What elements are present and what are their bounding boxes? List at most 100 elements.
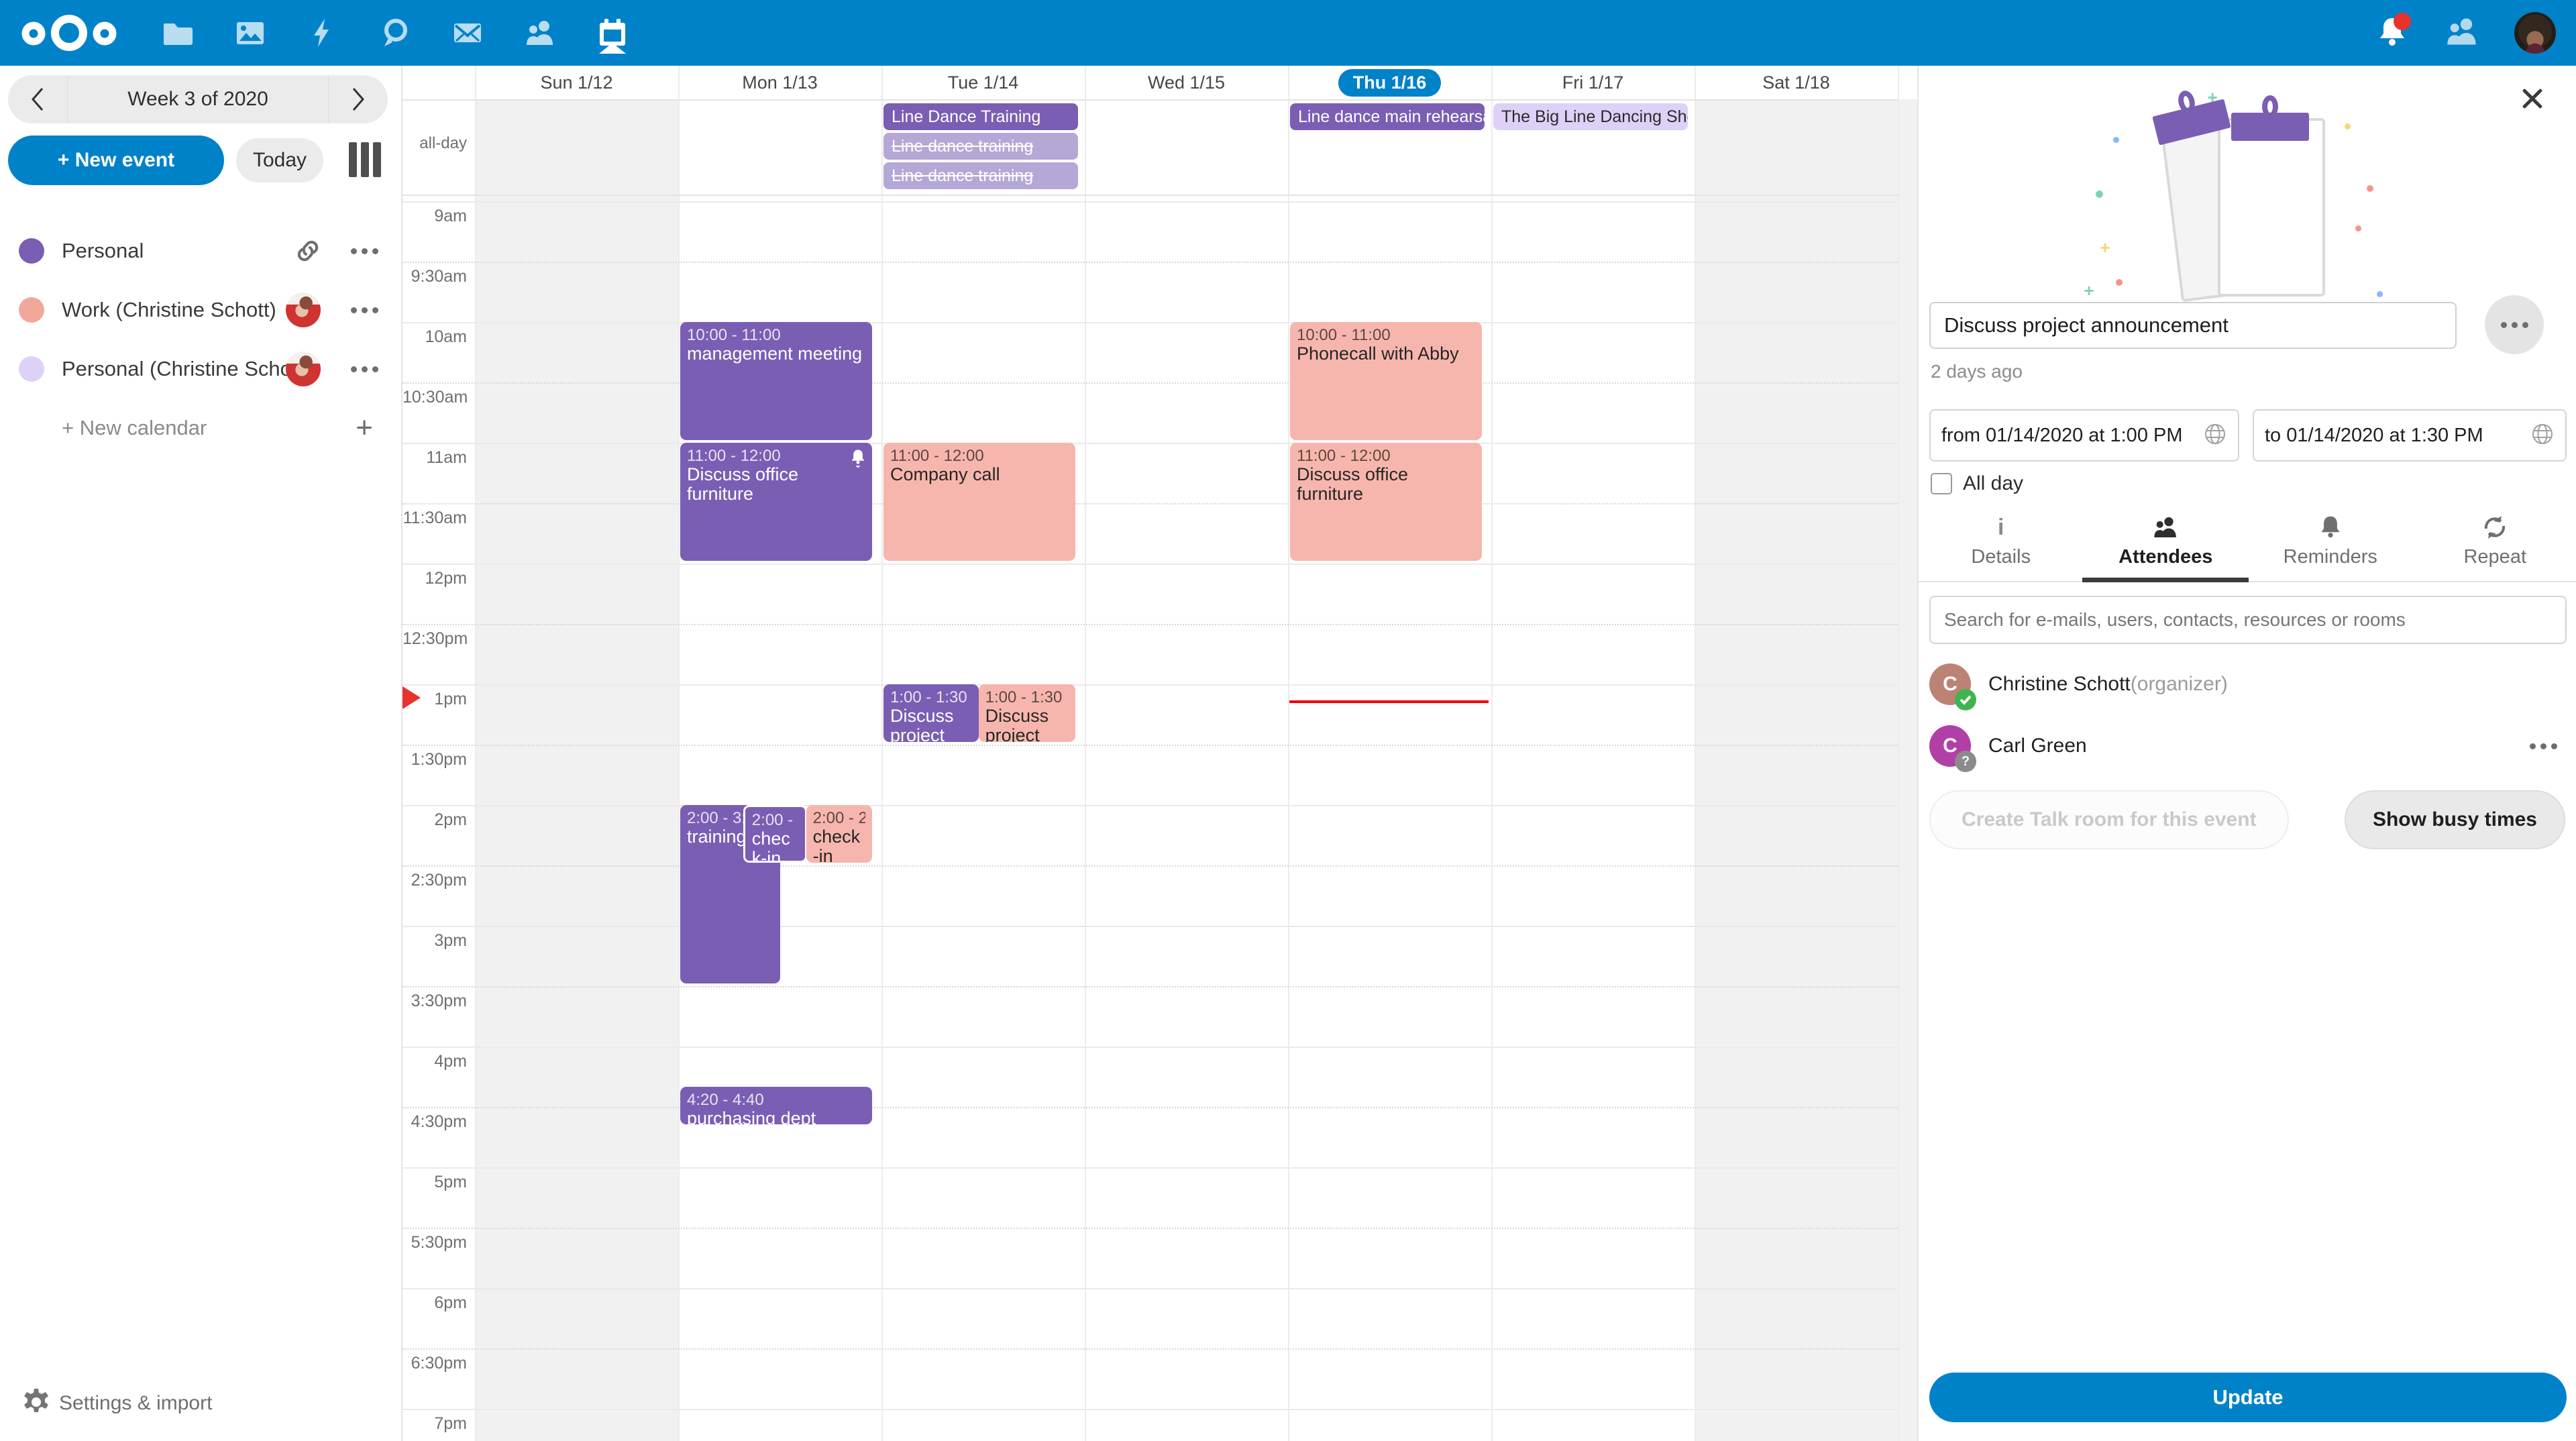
- attendee-row[interactable]: C? Carl Green: [1929, 718, 2567, 774]
- event-end-input[interactable]: [2265, 424, 2530, 447]
- event-start-input[interactable]: [1941, 424, 2203, 447]
- update-button[interactable]: Update: [1929, 1373, 2567, 1422]
- day-header[interactable]: Sat 1/18: [1695, 66, 1898, 99]
- grid-line: [402, 805, 1898, 806]
- calendar-menu-icon[interactable]: [351, 366, 378, 372]
- notification-badge: [2394, 13, 2411, 30]
- pending-badge-icon: ?: [1955, 751, 1976, 772]
- event-start-field[interactable]: [1929, 409, 2239, 462]
- calendar-list: Personal Work (Christine Schott) Personal …: [0, 221, 401, 458]
- notifications-bell-icon[interactable]: [2375, 13, 2411, 52]
- event-illustration: + + +: [2084, 89, 2388, 305]
- attendee-row[interactable]: C Christine Schott (organizer): [1929, 656, 2567, 712]
- calendar-event[interactable]: 10:00 - 11:00 Phonecall with Abby: [1290, 322, 1483, 440]
- create-talk-room-button[interactable]: Create Talk room for this event: [1929, 790, 2289, 849]
- calendar-event[interactable]: 11:00 - 12:00 Discuss office furniture: [1290, 443, 1483, 561]
- attendee-search-input[interactable]: [1929, 596, 2567, 644]
- settings-import[interactable]: Settings & import: [0, 1383, 401, 1424]
- week-label[interactable]: Week 3 of 2020: [127, 88, 268, 110]
- event-end-field[interactable]: [2253, 409, 2567, 462]
- calendar-menu-icon[interactable]: [351, 248, 378, 254]
- tab-repeat[interactable]: Repeat: [2413, 509, 2576, 582]
- activity-app-icon[interactable]: [305, 13, 341, 53]
- talk-app-icon[interactable]: [377, 13, 413, 53]
- user-avatar[interactable]: [2514, 12, 2556, 54]
- day-header[interactable]: Tue 1/14: [881, 66, 1085, 99]
- time-label: 11am: [426, 448, 467, 467]
- today-button[interactable]: Today: [236, 138, 323, 182]
- calendar-name: Personal (Christine Scho…): [62, 357, 320, 380]
- show-busy-times-button[interactable]: Show busy times: [2344, 790, 2565, 849]
- grid-line: [402, 1288, 1898, 1289]
- all-day-event[interactable]: The Big Line Dancing Show: [1493, 103, 1688, 130]
- attendee-menu-icon[interactable]: [2530, 743, 2557, 749]
- day-header[interactable]: Mon 1/13: [678, 66, 881, 99]
- grid-scroll-gutter[interactable]: [1899, 99, 1917, 1441]
- calendar-event[interactable]: 10:00 - 11:00 management meeting: [680, 322, 873, 440]
- day-header[interactable]: Wed 1/15: [1085, 66, 1288, 99]
- calendar-owner-avatar[interactable]: [286, 352, 321, 386]
- all-day-event[interactable]: Line Dance Training: [883, 103, 1078, 130]
- day-header[interactable]: Sun 1/12: [475, 66, 678, 99]
- all-day-event[interactable]: Line dance training: [883, 133, 1078, 160]
- calendar-event[interactable]: 11:00 - 12:00 Discuss office furniture: [680, 443, 873, 561]
- accepted-badge-icon: [1955, 689, 1976, 710]
- calendar-event[interactable]: 4:20 - 4:40 purchasing dept: [680, 1087, 873, 1124]
- tab-attendees[interactable]: Attendees: [2084, 509, 2249, 582]
- grid-line: [402, 322, 1898, 323]
- next-week-button[interactable]: [329, 75, 388, 123]
- day-header[interactable]: Fri 1/17: [1491, 66, 1695, 99]
- all-day-checkbox[interactable]: [1931, 473, 1952, 494]
- photos-app-icon[interactable]: [232, 13, 268, 53]
- contacts-menu-icon[interactable]: [2445, 14, 2479, 52]
- time-label: 1:30pm: [411, 750, 467, 769]
- event-actions-menu-button[interactable]: [2485, 295, 2544, 354]
- reminder-bell-icon: [2318, 514, 2343, 541]
- calendar-event[interactable]: 2:00 - 2:30check-in: [806, 805, 873, 863]
- share-link-icon[interactable]: [295, 238, 321, 264]
- previous-week-button[interactable]: [8, 75, 67, 123]
- timezone-globe-icon[interactable]: [2530, 422, 2555, 449]
- calendar-color-dot: [19, 238, 44, 264]
- files-app-icon[interactable]: [160, 13, 196, 53]
- calendar-menu-icon[interactable]: [351, 307, 378, 313]
- timezone-globe-icon[interactable]: [2203, 422, 2227, 449]
- all-day-event[interactable]: Line dance training: [883, 162, 1078, 189]
- event-time: 4:20 - 4:40: [687, 1091, 764, 1109]
- calendar-event[interactable]: 11:00 - 12:00 Company call: [883, 443, 1076, 561]
- day-header-label: Mon 1/13: [742, 72, 818, 93]
- time-label: 9:30am: [411, 267, 467, 286]
- column-divider: [1288, 66, 1289, 1441]
- divider: [402, 195, 1898, 196]
- new-event-button[interactable]: + New event: [8, 136, 224, 185]
- event-time: 11:00 - 12:00: [1297, 447, 1391, 465]
- calendar-event[interactable]: 1:00 - 1:30 Discuss project: [978, 684, 1076, 743]
- calendar-list-item[interactable]: Personal: [0, 221, 401, 280]
- close-icon[interactable]: [2517, 83, 2548, 114]
- event-title: Discuss project: [985, 706, 1049, 743]
- tab-details[interactable]: i Details: [1971, 515, 2031, 568]
- calendar-event[interactable]: 2:00 - 2:30check-in: [743, 805, 807, 863]
- event-title: Discuss office furniture: [687, 464, 799, 504]
- calendar-list-item[interactable]: Personal (Christine Scho…): [0, 339, 401, 398]
- event-title-input[interactable]: [1929, 302, 2457, 349]
- tab-reminders[interactable]: Reminders: [2248, 509, 2413, 582]
- contacts-app-icon[interactable]: [522, 13, 558, 53]
- day-header[interactable]: Thu 1/16: [1288, 66, 1491, 99]
- all-day-toggle[interactable]: All day: [1931, 472, 2023, 495]
- week-view-icon[interactable]: [349, 142, 381, 177]
- mail-app-icon[interactable]: [449, 13, 486, 53]
- new-calendar-button[interactable]: + New calendar +: [0, 398, 401, 458]
- column-divider: [1695, 66, 1696, 1441]
- event-title: check-in: [751, 829, 790, 863]
- week-navigation: Week 3 of 2020: [8, 75, 388, 123]
- day-header-label: Sat 1/18: [1762, 72, 1830, 93]
- all-day-event[interactable]: Line dance main rehearsal: [1290, 103, 1485, 130]
- event-title: Phonecall with Abby: [1297, 343, 1459, 364]
- calendar-app-icon[interactable]: [594, 13, 631, 54]
- time-label: 1pm: [434, 690, 467, 708]
- nextcloud-logo-icon[interactable]: [19, 13, 119, 53]
- calendar-list-item[interactable]: Work (Christine Schott): [0, 280, 401, 339]
- calendar-owner-avatar[interactable]: [286, 292, 321, 327]
